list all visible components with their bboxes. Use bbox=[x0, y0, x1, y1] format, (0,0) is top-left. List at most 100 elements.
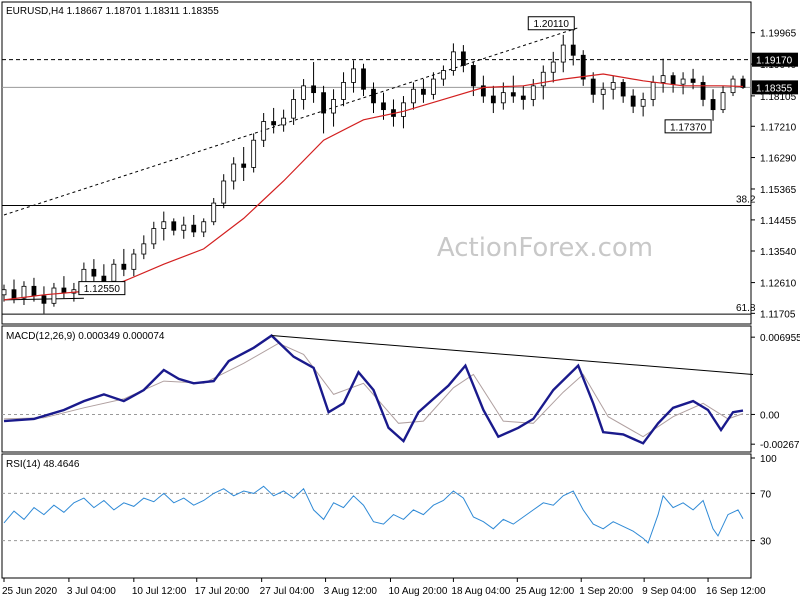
candle-body bbox=[101, 275, 107, 282]
candle-body bbox=[470, 65, 476, 87]
candle-body bbox=[361, 68, 366, 90]
candle-body bbox=[640, 99, 646, 107]
candle-body bbox=[460, 51, 466, 66]
candle-body bbox=[341, 82, 346, 100]
candle-body bbox=[41, 295, 47, 304]
price-annotation-label: 1.17370 bbox=[670, 122, 707, 133]
macd-tick-label: -0.002676 bbox=[760, 440, 800, 451]
x-tick-label: 27 Jul 04:00 bbox=[260, 586, 315, 597]
price-tag-label: 1.18355 bbox=[756, 83, 793, 94]
candle-body bbox=[351, 68, 356, 83]
moving-average-line bbox=[3, 73, 744, 301]
candle-body bbox=[191, 224, 197, 233]
candle-body bbox=[301, 85, 306, 100]
candle-body bbox=[710, 99, 716, 111]
candle-body bbox=[620, 82, 626, 97]
candle-body bbox=[161, 221, 167, 229]
rsi-tick-label: 100 bbox=[760, 454, 777, 465]
macd-trendline bbox=[271, 335, 754, 375]
candle-body bbox=[141, 243, 147, 255]
candle-body bbox=[700, 82, 706, 100]
rsi-layer: 100 70 30 bbox=[2, 454, 777, 548]
rsi-line bbox=[3, 485, 744, 544]
candle-body bbox=[720, 92, 726, 111]
candle-body bbox=[690, 78, 696, 83]
candle-body bbox=[590, 78, 596, 95]
candle-body bbox=[371, 88, 376, 104]
x-tick-label: 17 Jul 20:00 bbox=[195, 586, 250, 597]
candle-body bbox=[231, 163, 237, 182]
candle-body bbox=[21, 285, 27, 299]
x-tick-label: 25 Jun 2020 bbox=[2, 586, 57, 597]
candle-body bbox=[51, 287, 57, 304]
candle-body bbox=[441, 70, 446, 80]
candle-body bbox=[211, 202, 217, 223]
candle-body bbox=[500, 92, 506, 104]
rsi-tick-label: 30 bbox=[760, 537, 772, 548]
price-tick-label: 1.14455 bbox=[760, 216, 797, 227]
price-tick-label: 1.16290 bbox=[760, 154, 797, 165]
x-tick-label: 3 Jul 04:00 bbox=[67, 586, 116, 597]
candle-body bbox=[530, 85, 536, 100]
price-panel-title: EURUSD,H4 1.18667 1.18701 1.18311 1.1835… bbox=[6, 6, 219, 17]
candle-body bbox=[520, 95, 526, 100]
candle-body bbox=[171, 221, 177, 231]
candle-body bbox=[600, 88, 606, 95]
price-trendline bbox=[3, 27, 579, 216]
candle-body bbox=[431, 78, 436, 95]
candle-body bbox=[670, 75, 676, 85]
price-tag-label: 1.19170 bbox=[756, 56, 793, 67]
candle-body bbox=[201, 221, 207, 233]
candle-body bbox=[91, 268, 97, 277]
x-axis: 25 Jun 2020 3 Jul 04:00 10 Jul 12:00 17 Jul… bbox=[2, 578, 766, 597]
price-tick-label: 1.15365 bbox=[760, 185, 797, 196]
x-tick-label: 10 Aug 20:00 bbox=[388, 586, 447, 597]
candle-body bbox=[151, 228, 157, 245]
macd-tick-label: 0.006955 bbox=[760, 333, 800, 344]
x-tick-label: 10 Jul 12:00 bbox=[132, 586, 187, 597]
candle-body bbox=[550, 61, 556, 73]
x-tick-label: 18 Aug 04:00 bbox=[451, 586, 510, 597]
price-tick-label: 1.17210 bbox=[760, 122, 797, 133]
price-tick-label: 1.19965 bbox=[760, 29, 797, 40]
candle-body bbox=[221, 180, 227, 204]
candle-body bbox=[411, 88, 416, 104]
macd-line bbox=[3, 334, 744, 445]
candle-body bbox=[331, 99, 336, 114]
price-tag-box bbox=[752, 52, 798, 67]
price-annotation-box bbox=[78, 281, 126, 296]
candle-body bbox=[1, 289, 7, 296]
macd-panel-title: MACD(12,26,9) 0.000349 0.000074 bbox=[6, 331, 165, 342]
x-tick-label: 16 Sep 12:00 bbox=[706, 586, 766, 597]
candle-body bbox=[381, 102, 386, 111]
candle-body bbox=[401, 102, 406, 117]
price-tick-label: 1.13540 bbox=[760, 247, 797, 258]
candle-body bbox=[261, 121, 267, 141]
candle-body bbox=[421, 88, 426, 95]
rsi-tick-label: 70 bbox=[760, 489, 772, 500]
macd-signal-line bbox=[3, 342, 744, 438]
x-tick-label: 3 Aug 12:00 bbox=[324, 586, 378, 597]
candle-body bbox=[630, 95, 636, 107]
candle-body bbox=[540, 71, 546, 87]
macd-tick-label: 0.00 bbox=[760, 410, 780, 421]
candle-body bbox=[251, 139, 257, 168]
price-annotation-box bbox=[527, 16, 575, 31]
candle-body bbox=[311, 85, 316, 94]
candle-body bbox=[560, 44, 566, 63]
candle-body bbox=[610, 82, 616, 90]
candle-body bbox=[71, 289, 77, 294]
candle-body bbox=[61, 287, 67, 294]
candle-body bbox=[660, 75, 666, 83]
candle-body bbox=[131, 253, 137, 270]
price-panel-frame bbox=[1, 1, 752, 325]
candle-body bbox=[181, 224, 187, 231]
price-annotation-label: 1.12550 bbox=[84, 284, 121, 295]
candle-body bbox=[31, 285, 37, 297]
candle-body bbox=[450, 51, 456, 71]
price-tick-label: 1.18105 bbox=[760, 92, 797, 103]
rsi-panel-title: RSI(14) 48.4646 bbox=[6, 459, 80, 470]
x-tick-label: 1 Sep 20:00 bbox=[579, 586, 633, 597]
candle-body bbox=[271, 121, 277, 126]
